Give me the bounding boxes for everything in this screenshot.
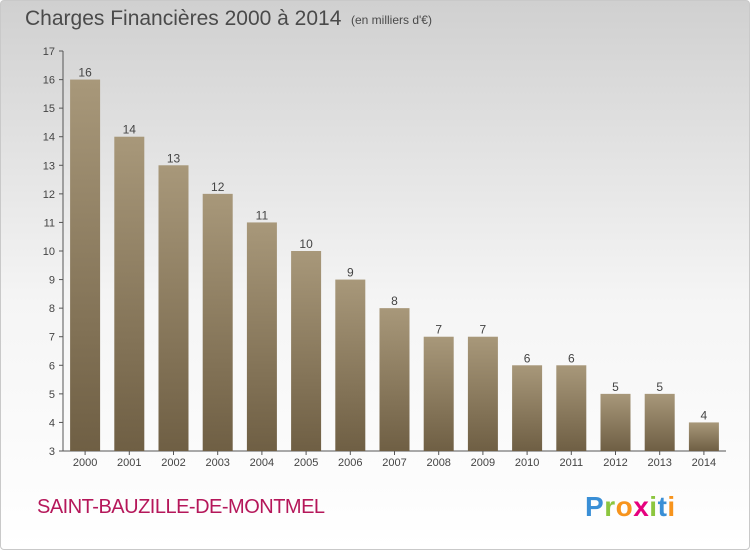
bar — [291, 251, 322, 451]
x-tick-label: 2000 — [73, 457, 97, 469]
y-tick-label: 8 — [49, 303, 55, 315]
logo-letter: i — [649, 491, 658, 522]
bar-value-label: 6 — [568, 351, 575, 365]
bar-value-label: 7 — [480, 323, 487, 337]
x-tick-label: 2004 — [250, 457, 274, 469]
logo-letter: x — [633, 491, 650, 522]
bar — [70, 79, 101, 452]
bar-value-label: 16 — [78, 66, 92, 80]
y-tick-label: 11 — [44, 217, 55, 229]
y-tick-label: 10 — [43, 246, 55, 258]
y-tick-label: 14 — [43, 132, 55, 144]
chart-unit-note: (en milliers d'€) — [351, 13, 432, 27]
bar-value-label: 8 — [391, 294, 398, 308]
bar — [556, 365, 587, 451]
bar — [202, 193, 233, 451]
bar-value-label: 12 — [211, 180, 225, 194]
x-tick-label: 2001 — [117, 457, 141, 469]
bar-value-label: 7 — [435, 323, 442, 337]
bar — [379, 308, 410, 451]
y-tick-label: 5 — [49, 389, 55, 401]
logo-letter: i — [667, 491, 676, 522]
bar — [423, 336, 454, 451]
bar-value-label: 5 — [612, 380, 619, 394]
y-tick-label: 4 — [49, 417, 55, 429]
x-tick-label: 2006 — [338, 457, 362, 469]
y-tick-label: 17 — [43, 46, 55, 58]
bar — [114, 136, 145, 451]
bar — [335, 279, 366, 451]
x-tick-label: 2003 — [205, 457, 229, 469]
bar — [644, 393, 675, 451]
bar — [600, 393, 631, 451]
y-tick-label: 6 — [49, 360, 55, 372]
logo-letter: r — [604, 491, 616, 522]
bar-value-label: 14 — [123, 123, 137, 137]
x-tick-label: 2005 — [294, 457, 318, 469]
y-tick-label: 16 — [43, 75, 55, 87]
bar-value-label: 13 — [167, 151, 181, 165]
logo-letter: P — [585, 491, 605, 522]
bar-value-label: 6 — [524, 351, 531, 365]
chart-title: Charges Financières 2000 à 2014 — [25, 7, 342, 30]
commune-name: SAINT-BAUZILLE-DE-MONTMEL — [37, 496, 325, 518]
bar — [467, 336, 498, 451]
y-tick-label: 7 — [49, 332, 55, 344]
y-tick-label: 12 — [43, 189, 55, 201]
logo-letter: o — [615, 491, 634, 522]
bar — [246, 222, 277, 451]
x-tick-label: 2009 — [471, 457, 495, 469]
bar-value-label: 11 — [256, 208, 269, 222]
bar-value-label: 5 — [656, 380, 663, 394]
bar — [158, 165, 189, 452]
x-tick-label: 2014 — [692, 457, 716, 469]
y-tick-label: 3 — [49, 446, 55, 458]
bar — [688, 422, 719, 451]
chart-bars: 16 14 13 12 11 10 9 8 7 7 6 6 5 5 4 — [70, 66, 719, 452]
x-tick-label: 2011 — [559, 457, 583, 469]
x-tick-label: 2008 — [426, 457, 450, 469]
bar-value-label: 9 — [347, 266, 354, 280]
x-tick-label: 2002 — [161, 457, 185, 469]
y-tick-label: 15 — [43, 103, 55, 115]
y-tick-label: 13 — [43, 160, 55, 172]
logo-letter: t — [657, 491, 668, 522]
proxiti-logo[interactable]: Proxiti — [585, 491, 676, 523]
bar — [512, 365, 543, 451]
bar-value-label: 10 — [299, 237, 313, 251]
x-tick-label: 2013 — [647, 457, 671, 469]
y-tick-label: 9 — [49, 275, 55, 287]
bar-value-label: 4 — [701, 408, 708, 422]
x-tick-label: 2007 — [382, 457, 406, 469]
x-tick-label: 2010 — [515, 457, 539, 469]
x-tick-label: 2012 — [603, 457, 627, 469]
